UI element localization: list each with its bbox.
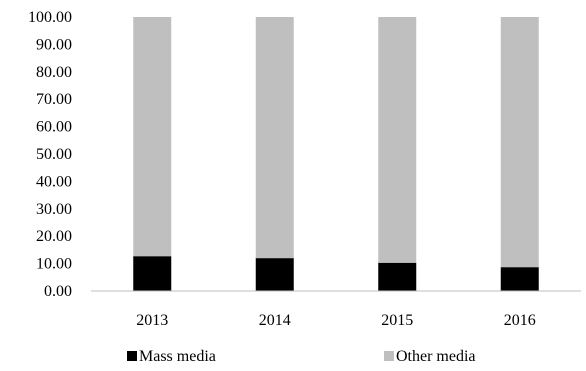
legend: Mass media Other media	[127, 348, 476, 365]
y-tick-label: 70.00	[36, 91, 72, 108]
x-tick-label: 2015	[381, 312, 413, 329]
bar-other-media-2015	[378, 17, 417, 263]
bar-mass-media-2013	[133, 256, 172, 291]
y-axis-ticks: 0.00 10.00 20.00 30.00 40.00 50.00 60.00 70.00 8…	[28, 9, 72, 300]
legend-label: Mass media	[139, 348, 216, 365]
x-tick-label: 2014	[259, 312, 291, 329]
legend-swatch	[384, 351, 394, 361]
bar-mass-media-2014	[255, 258, 294, 291]
x-axis-labels: 2013 2014 2015 2016	[136, 312, 536, 329]
y-tick-label: 90.00	[36, 36, 72, 53]
bar-mass-media-2016	[500, 267, 539, 291]
y-tick-label: 50.00	[36, 146, 72, 163]
y-tick-label: 40.00	[36, 173, 72, 190]
bar-other-media-2016	[500, 17, 539, 268]
y-tick-label: 0.00	[44, 283, 72, 300]
bar-mass-media-2015	[378, 262, 417, 291]
x-tick-label: 2013	[136, 312, 168, 329]
y-tick-label: 20.00	[36, 228, 72, 245]
y-tick-label: 10.00	[36, 256, 72, 273]
y-tick-label: 60.00	[36, 119, 72, 136]
y-tick-label: 80.00	[36, 64, 72, 81]
x-tick-label: 2016	[504, 312, 536, 329]
legend-label: Other media	[396, 348, 476, 365]
bars	[133, 17, 539, 291]
legend-swatch	[127, 351, 137, 361]
bar-other-media-2013	[133, 17, 172, 257]
bar-other-media-2014	[255, 17, 294, 259]
y-tick-label: 100.00	[28, 9, 72, 26]
y-tick-label: 30.00	[36, 201, 72, 218]
